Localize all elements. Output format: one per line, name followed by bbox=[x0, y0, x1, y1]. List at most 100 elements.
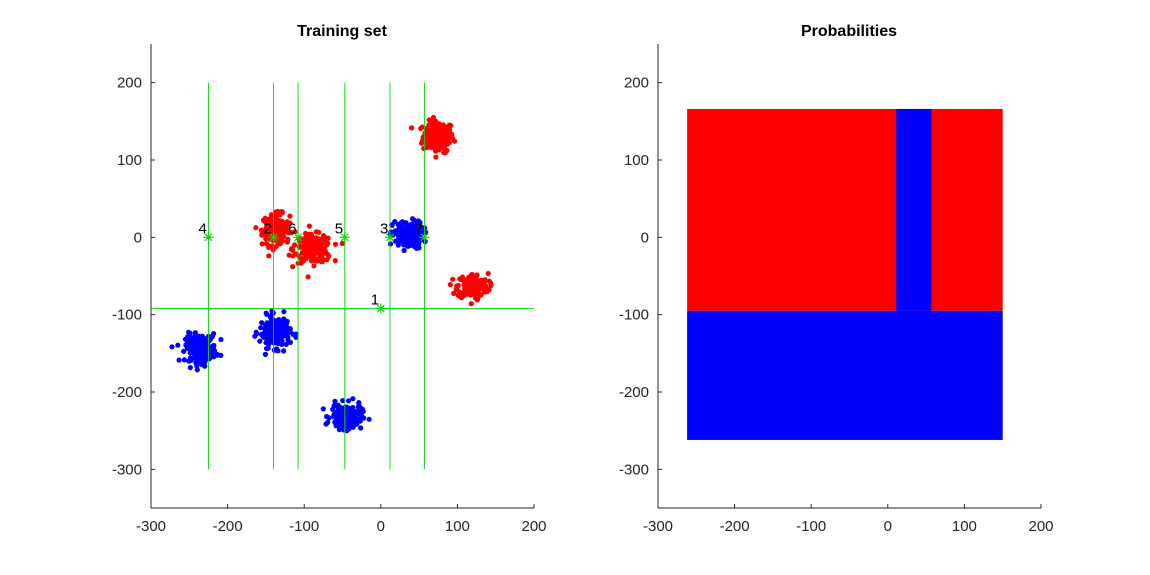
data-point bbox=[285, 225, 291, 231]
data-point bbox=[447, 282, 453, 288]
data-point bbox=[184, 338, 190, 344]
data-point bbox=[401, 227, 407, 233]
data-point bbox=[316, 240, 322, 246]
probabilities-x-tick-label: 0 bbox=[884, 518, 892, 535]
data-point bbox=[290, 331, 296, 337]
training-set-x-tick-label: -100 bbox=[289, 518, 319, 535]
data-point bbox=[488, 282, 494, 289]
data-point bbox=[318, 249, 324, 255]
data-point bbox=[358, 411, 364, 417]
data-point bbox=[206, 355, 213, 362]
data-point bbox=[276, 241, 283, 247]
data-point bbox=[218, 336, 224, 343]
data-point bbox=[469, 276, 475, 282]
data-point bbox=[345, 422, 351, 428]
data-point bbox=[275, 226, 281, 232]
data-point bbox=[281, 348, 287, 354]
probabilities-x-tick-label: 100 bbox=[952, 518, 977, 535]
split-marker-3 bbox=[384, 232, 395, 243]
data-point bbox=[418, 232, 424, 238]
probabilities-y-tick-label: 100 bbox=[624, 152, 649, 169]
data-point bbox=[286, 252, 292, 258]
data-point bbox=[415, 242, 421, 248]
split-label: 5 bbox=[335, 220, 343, 237]
data-point bbox=[306, 223, 312, 229]
data-point bbox=[281, 309, 287, 315]
data-point bbox=[401, 242, 407, 248]
data-point bbox=[455, 292, 461, 298]
data-point bbox=[190, 342, 196, 348]
data-point bbox=[268, 333, 274, 339]
data-point bbox=[211, 348, 218, 354]
training-set-x-tick-label: -200 bbox=[213, 518, 243, 535]
training-set-title: Training set bbox=[297, 23, 387, 40]
data-point bbox=[268, 231, 274, 237]
probabilities-x-tick-label: -300 bbox=[643, 518, 673, 535]
data-point bbox=[358, 425, 364, 431]
data-point bbox=[308, 258, 315, 264]
data-point bbox=[448, 134, 454, 140]
split-marker-7 bbox=[419, 232, 430, 243]
data-point bbox=[263, 241, 269, 247]
data-point bbox=[303, 254, 309, 260]
data-point bbox=[405, 225, 411, 231]
split-label: 7 bbox=[414, 220, 422, 237]
data-point bbox=[477, 280, 484, 286]
data-point bbox=[300, 258, 306, 264]
data-point bbox=[285, 337, 291, 343]
data-point bbox=[422, 131, 428, 137]
data-point bbox=[257, 338, 263, 344]
data-point bbox=[326, 253, 332, 259]
data-point bbox=[323, 421, 329, 427]
data-point bbox=[252, 333, 258, 339]
data-point bbox=[266, 253, 272, 259]
data-point bbox=[472, 295, 479, 301]
probability-region bbox=[687, 310, 1003, 440]
data-point bbox=[337, 407, 343, 413]
data-point bbox=[406, 239, 412, 245]
data-point bbox=[418, 125, 424, 132]
data-point bbox=[412, 220, 418, 226]
split-label: 4 bbox=[198, 220, 206, 237]
data-point bbox=[446, 122, 452, 128]
split-marker-5 bbox=[339, 232, 350, 243]
data-point bbox=[350, 396, 356, 402]
data-point bbox=[259, 241, 265, 247]
data-point bbox=[333, 423, 339, 429]
data-point bbox=[439, 144, 445, 150]
data-point bbox=[187, 330, 193, 336]
data-point bbox=[387, 241, 394, 247]
data-point bbox=[283, 320, 289, 326]
data-point bbox=[321, 233, 327, 239]
data-point bbox=[278, 334, 284, 340]
data-point bbox=[314, 258, 320, 264]
data-point bbox=[281, 316, 287, 322]
probabilities-y-tick-label: 200 bbox=[624, 75, 649, 92]
data-point bbox=[359, 406, 366, 412]
data-point bbox=[405, 243, 411, 249]
training-set-y-tick-label: -100 bbox=[112, 307, 142, 324]
data-point bbox=[311, 263, 317, 269]
data-point bbox=[302, 230, 309, 236]
data-point bbox=[402, 232, 408, 238]
data-point bbox=[276, 319, 282, 325]
data-point bbox=[282, 326, 289, 332]
data-point bbox=[181, 348, 187, 354]
data-point bbox=[274, 331, 280, 337]
data-point bbox=[169, 344, 175, 350]
data-point bbox=[399, 235, 405, 241]
data-point bbox=[469, 271, 475, 278]
data-point bbox=[262, 334, 268, 340]
data-point bbox=[283, 341, 289, 347]
data-point bbox=[253, 225, 259, 231]
data-point bbox=[392, 238, 398, 244]
probabilities-x-tick-label: -100 bbox=[796, 518, 826, 535]
data-point bbox=[286, 229, 292, 235]
data-point bbox=[176, 357, 182, 363]
data-point bbox=[412, 230, 418, 236]
data-point bbox=[185, 345, 191, 351]
data-point bbox=[181, 357, 187, 363]
data-point bbox=[316, 229, 322, 235]
data-point bbox=[207, 336, 213, 342]
